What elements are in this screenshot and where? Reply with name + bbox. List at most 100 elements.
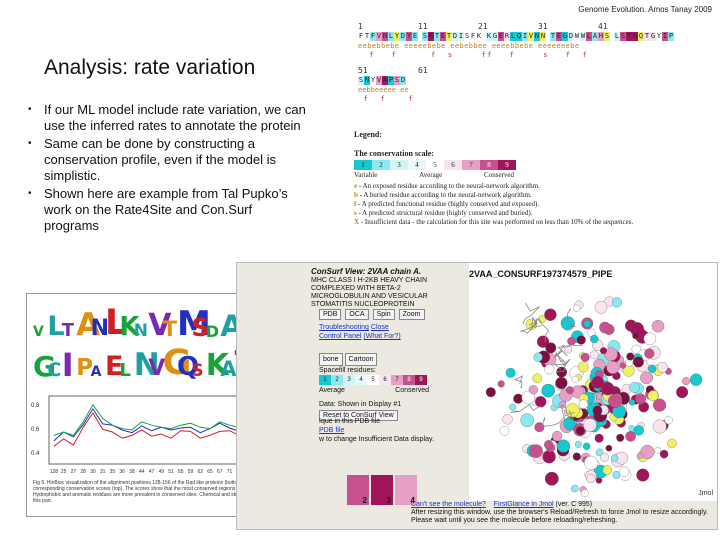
view-scale-cell[interactable]: 1	[319, 375, 331, 385]
atom-sphere	[513, 393, 524, 404]
view-scale-cell[interactable]: 8	[403, 375, 415, 385]
insufficient-data-text[interactable]: w to change Insufficient Data display.	[319, 436, 434, 443]
logo-letter: M	[177, 304, 211, 344]
jmol-viewer[interactable]: 2VAA_CONSURF197374579_PIPE Jmol	[469, 263, 717, 501]
firstglance-link[interactable]: FirstGlance in Jmol	[493, 501, 554, 508]
atom-sphere	[589, 350, 599, 360]
view-scale-cell[interactable]: 3	[343, 375, 355, 385]
view-scale-labels: Average Conserved	[319, 387, 429, 394]
what-for-link[interactable]: (What For?)	[363, 333, 401, 340]
atom-sphere	[647, 364, 657, 373]
bullet-item: • Same can be done by constructing a cons…	[28, 136, 310, 184]
logo-letter: D	[205, 322, 220, 341]
pdb-button[interactable]: PDB	[319, 309, 342, 320]
atom-sphere	[575, 426, 585, 436]
residue: L	[388, 32, 394, 41]
reset-consurf-view-button[interactable]: Reset to ConSurf View	[319, 410, 398, 421]
atom-sphere	[520, 413, 535, 428]
atom-sphere	[544, 440, 554, 450]
residue: I	[458, 32, 464, 41]
backbone-trace	[553, 358, 571, 370]
sequence-numbers: 51 61	[358, 66, 478, 75]
marks-row: f f f	[358, 95, 415, 103]
display-thumbnail[interactable]: 2	[347, 475, 369, 505]
scale-labels: Variable Average Conserved	[354, 171, 514, 179]
atom-sphere	[521, 390, 536, 405]
seq-number: 1	[358, 22, 363, 31]
bullet-marker: •	[28, 104, 32, 115]
view-scale-cell[interactable]: 7	[391, 375, 403, 385]
atom-sphere	[604, 347, 618, 361]
atom-sphere	[643, 332, 657, 346]
scale-cell: 1	[354, 160, 372, 170]
zoom-button[interactable]: Zoom	[398, 309, 425, 320]
residue: H	[598, 32, 604, 41]
legend-key: s	[354, 209, 359, 217]
legend-key: e	[354, 182, 359, 190]
view-scale-cell[interactable]: 5	[367, 375, 379, 385]
atom-sphere	[594, 300, 608, 314]
bullet-text: If our ML model include rate variation, …	[44, 102, 306, 133]
atom-sphere	[573, 304, 581, 312]
protein-structure-render[interactable]	[469, 263, 717, 501]
display-thumbnail[interactable]: 4	[395, 475, 417, 505]
residue: Y	[370, 76, 376, 85]
atom-sphere	[618, 466, 630, 477]
atom-sphere	[635, 393, 647, 405]
atom-sphere	[632, 356, 644, 368]
backbone-trace	[557, 343, 583, 357]
seq-number: 61	[418, 66, 428, 75]
atom-sphere	[499, 425, 510, 436]
close-link[interactable]: Close	[370, 324, 389, 331]
view-scale-cell[interactable]: 6	[379, 375, 391, 385]
bullet-marker: •	[28, 188, 32, 199]
control-panel-link[interactable]: Control Panel	[319, 333, 362, 340]
view-scale-cell[interactable]: 2	[331, 375, 343, 385]
logo-letter: G	[162, 343, 192, 383]
view-scale-cell[interactable]: 9	[415, 375, 427, 385]
residue: L	[586, 32, 592, 41]
x-tick-label: 55	[178, 469, 184, 475]
cartoon-button[interactable]: Cartoon	[344, 353, 378, 366]
residue: Q	[516, 32, 522, 41]
oca-button[interactable]: OCA	[345, 309, 369, 320]
atom-sphere	[578, 399, 589, 409]
residue: T	[626, 32, 632, 41]
residue: V	[376, 76, 382, 85]
seq-number: 11	[418, 22, 428, 31]
residue: F	[358, 32, 364, 41]
backbone-trace	[520, 318, 542, 332]
residue: S	[422, 32, 428, 41]
residue: D	[452, 32, 458, 41]
residue: T	[364, 32, 370, 41]
x-tick-label: 65	[207, 469, 213, 475]
atom-sphere	[580, 352, 590, 362]
atom-sphere	[667, 438, 677, 449]
x-tick-label: 59	[188, 469, 194, 475]
jmol-molecule-title: 2VAA_CONSURF197374579_PIPE	[469, 269, 613, 279]
residue: E	[440, 32, 446, 41]
pdb-file-link[interactable]: PDB file	[319, 427, 345, 434]
troubleshooting-link[interactable]: Troubleshooting	[319, 324, 369, 331]
seq-number: 41	[598, 22, 608, 31]
residue: L	[510, 32, 516, 41]
atom-sphere	[633, 425, 644, 436]
cant-see-link[interactable]: Can't see the molecule?	[411, 501, 486, 508]
logo-letter: T	[162, 317, 177, 341]
legend-text: - A predicted functional residue (highly…	[358, 200, 540, 208]
atom-sphere	[583, 320, 592, 328]
residue: T	[550, 32, 556, 41]
backbone-button[interactable]: bone	[319, 353, 343, 366]
residue: S	[464, 32, 470, 41]
view-scale-cell[interactable]: 4	[355, 375, 367, 385]
display-thumbnail[interactable]: 3	[371, 475, 393, 505]
logo-letter: S	[191, 361, 204, 381]
residue: L	[614, 32, 620, 41]
atom-sphere	[497, 380, 505, 388]
backbone-trace	[510, 404, 541, 413]
residue: Y	[656, 32, 662, 41]
residue: F	[370, 32, 376, 41]
backbone-trace	[563, 409, 574, 421]
spin-button[interactable]: Spin	[372, 309, 395, 320]
